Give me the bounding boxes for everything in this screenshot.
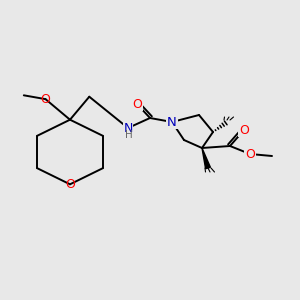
Text: N: N <box>123 122 133 134</box>
Text: H: H <box>125 130 133 140</box>
Text: N: N <box>167 116 177 128</box>
Text: O: O <box>245 148 255 160</box>
Text: O: O <box>239 124 249 136</box>
Polygon shape <box>202 148 210 169</box>
Text: O: O <box>132 98 142 110</box>
Text: O: O <box>65 178 75 191</box>
Text: O: O <box>40 93 50 106</box>
